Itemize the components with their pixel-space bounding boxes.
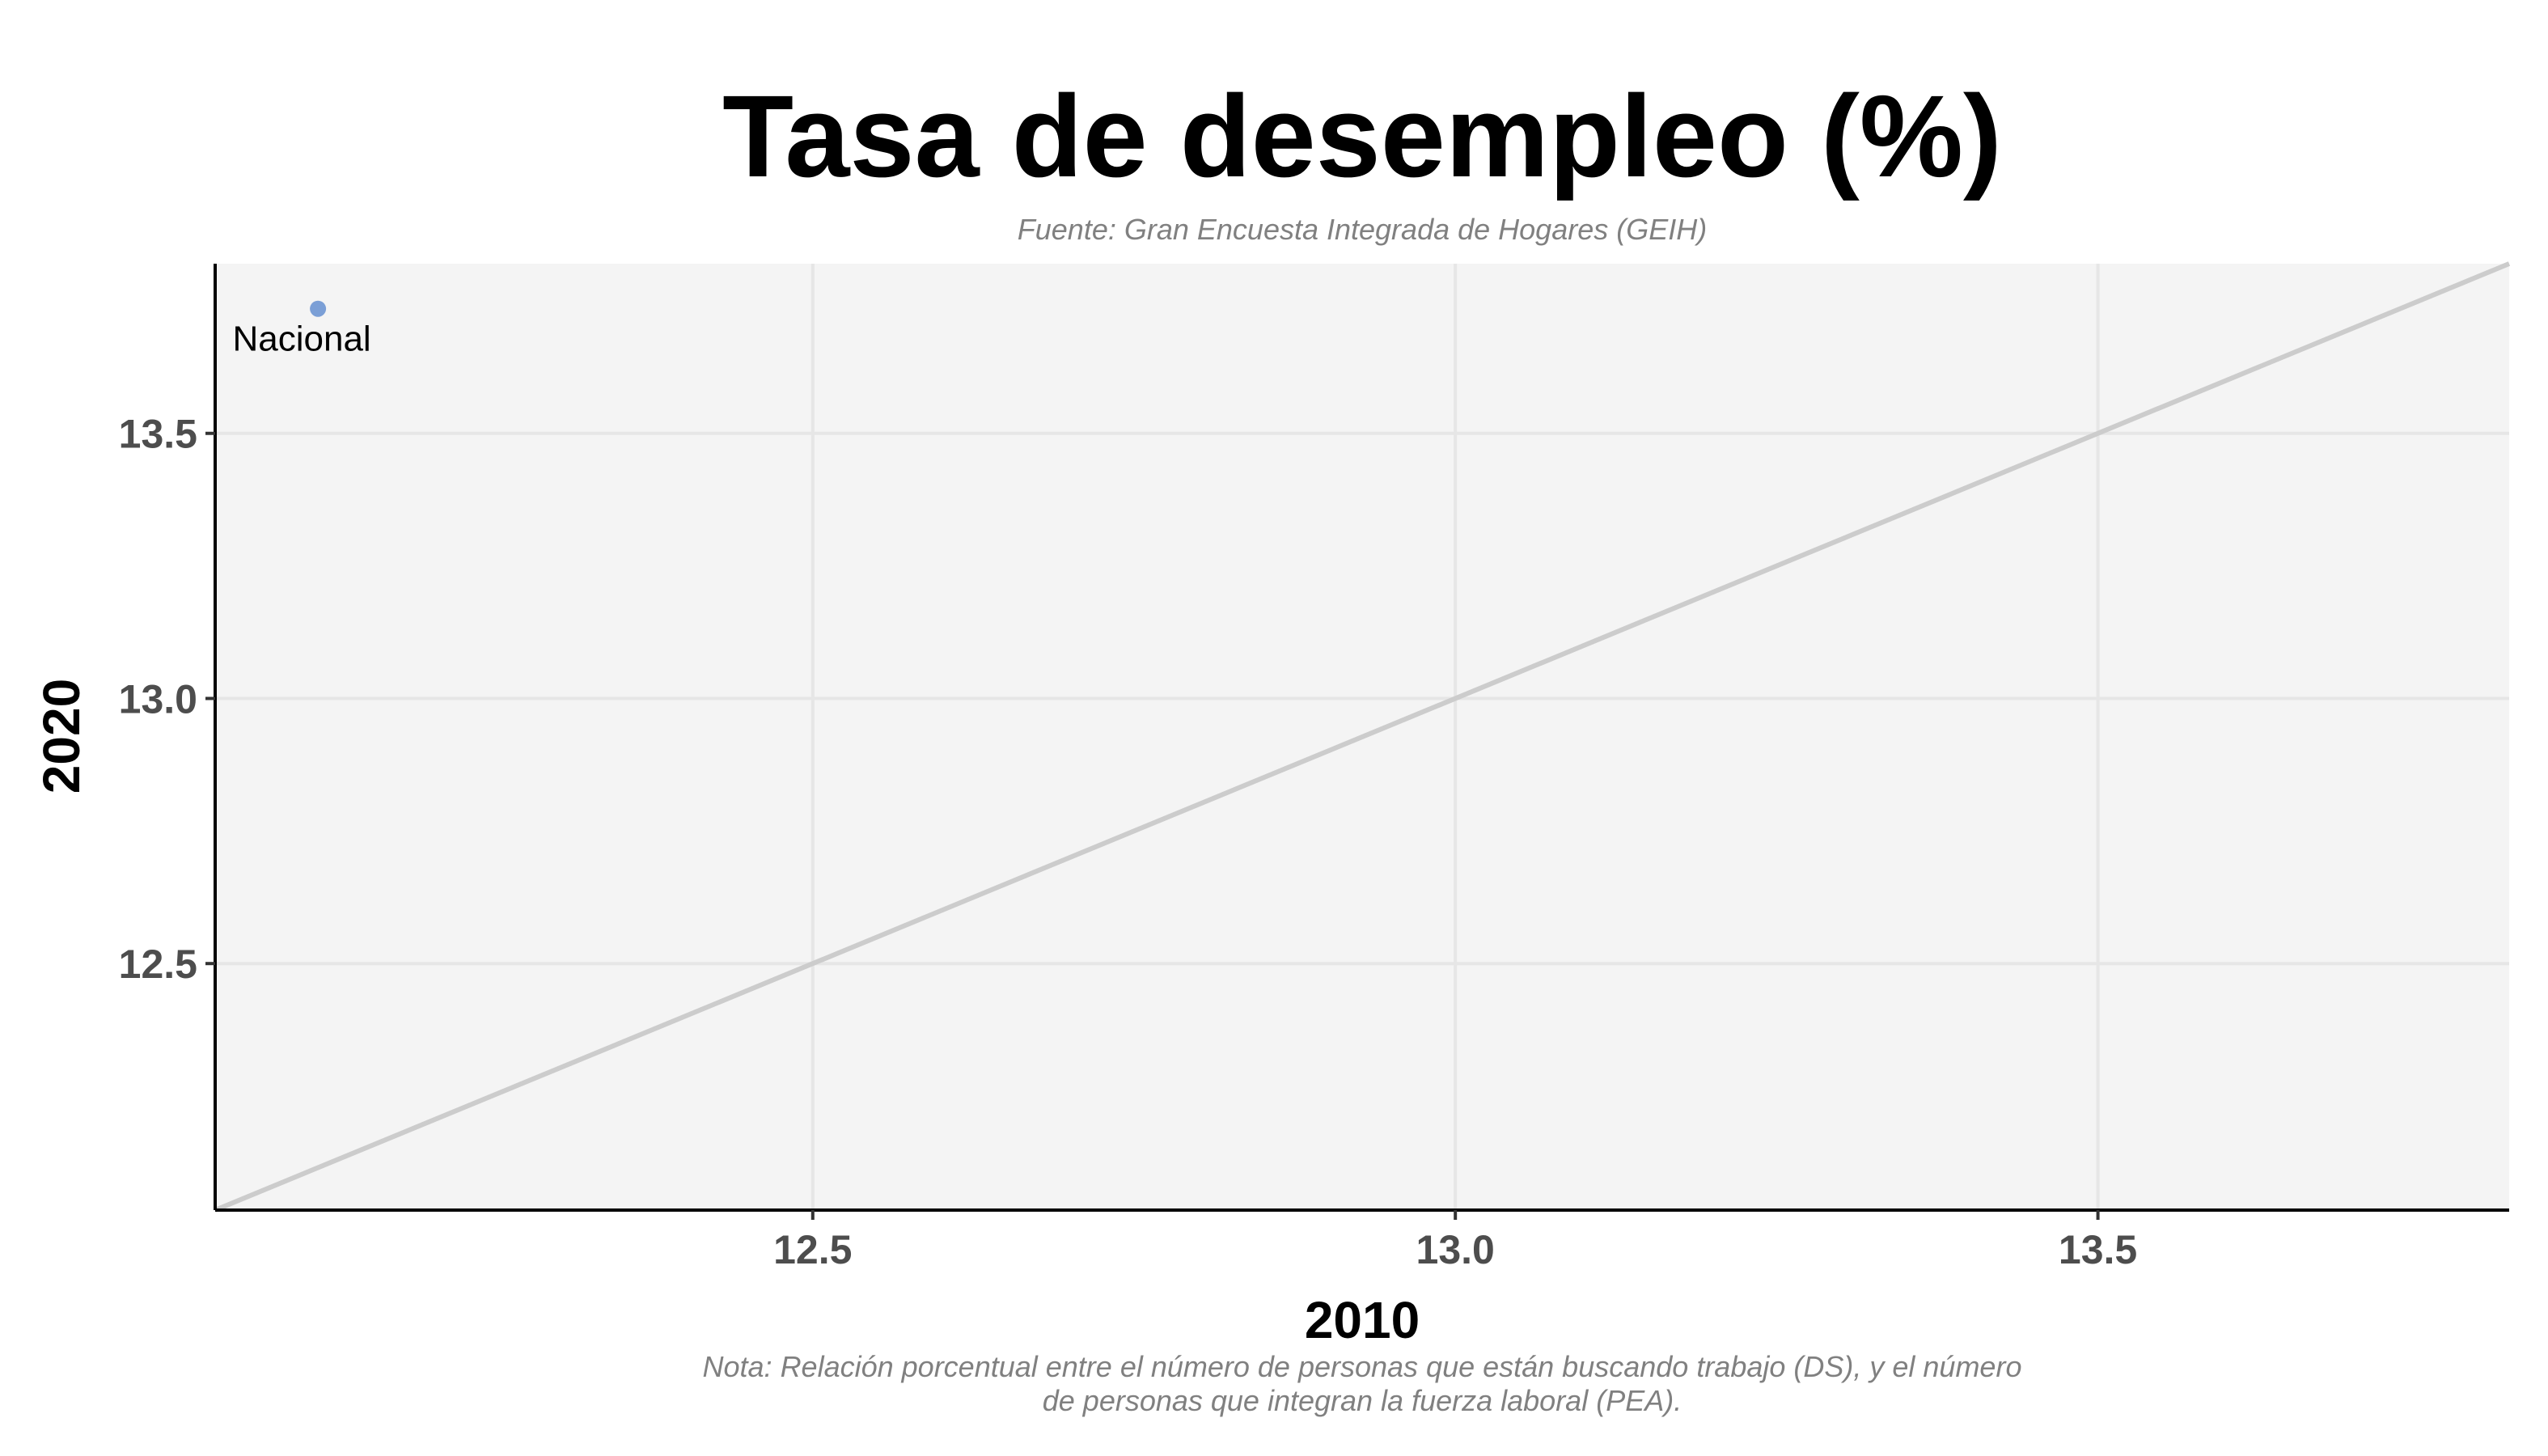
x-axis-title: 2010 [1305,1291,1420,1349]
x-tick-label: 13.5 [2059,1227,2137,1272]
point-label: Nacional [232,320,370,359]
caption-line-2: de personas que integran la fuerza labor… [1043,1384,1682,1417]
y-tick-label: 12.5 [119,942,197,987]
y-tick-label: 13.0 [119,676,197,722]
y-axis-ticks: 12.5 13.0 13.5 [119,412,215,987]
x-tick-label: 12.5 [773,1227,852,1272]
caption-line-1: Nota: Relación porcentual entre el númer… [703,1350,2022,1383]
y-axis-title: 2020 [32,679,91,794]
x-tick-label: 13.0 [1416,1227,1495,1272]
data-points: Nacional [232,300,371,359]
grid-lines [215,264,2509,1210]
chart-subtitle: Fuente: Gran Encuesta Integrada de Hogar… [1018,213,1707,246]
reference-line [214,261,2511,1213]
chart-title: Tasa de desempleo (%) [722,71,2002,201]
x-axis-ticks: 12.5 13.0 13.5 [773,1210,2137,1272]
data-point [310,300,327,317]
y-tick-label: 13.5 [119,412,197,457]
